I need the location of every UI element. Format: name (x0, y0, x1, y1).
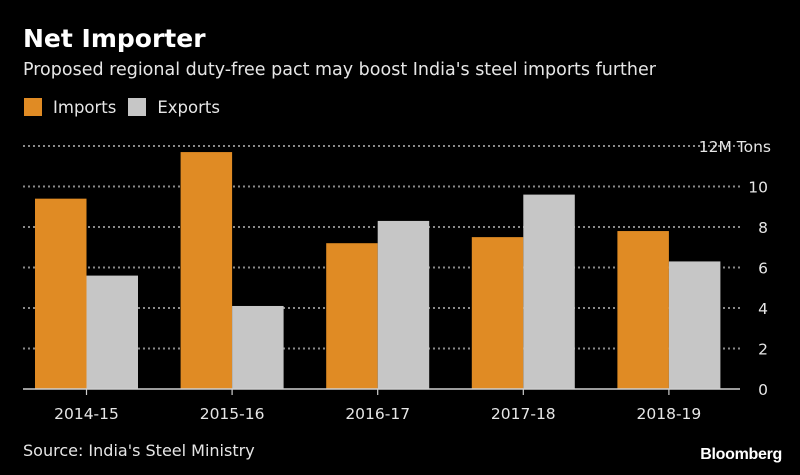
bar-imports-2016-17 (326, 243, 378, 389)
x-tick-label: 2017-18 (491, 405, 556, 423)
bar-imports-2015-16 (180, 152, 233, 389)
legend-swatch-exports (128, 98, 147, 116)
bar-exports-2018-19 (668, 261, 721, 389)
y-tick-label: 8 (758, 219, 768, 237)
bar-imports-2018-19 (617, 231, 669, 389)
legend-item-exports: Exports (128, 98, 220, 117)
bloomberg-logo: Bloomberg (700, 446, 782, 463)
y-tick-label: 10 (748, 179, 768, 197)
y-tick-label: 4 (758, 300, 768, 318)
y-tick-label: 6 (758, 260, 768, 278)
x-axis-labels: 2014-15 2015-16 2016-17 2017-18 2018-19 (54, 405, 701, 423)
legend-item-imports: Imports (24, 98, 116, 117)
legend: Imports Exports (24, 96, 232, 118)
bars (35, 152, 721, 389)
x-tick-label: 2014-15 (54, 405, 119, 423)
bar-imports-2014-15 (35, 198, 87, 389)
bar-exports-2014-15 (86, 275, 138, 389)
y-tick-label: 0 (758, 381, 768, 399)
bar-exports-2015-16 (232, 305, 284, 389)
x-tick-label: 2015-16 (200, 405, 265, 423)
chart-title: Net Importer (23, 24, 206, 53)
legend-label-exports: Exports (157, 97, 220, 117)
bar-exports-2017-18 (523, 194, 575, 389)
chart-subtitle: Proposed regional duty-free pact may boo… (23, 60, 656, 80)
y-tick-label: 2 (758, 341, 768, 359)
legend-label-imports: Imports (53, 97, 117, 117)
x-axis (23, 388, 740, 395)
x-tick-label: 2018-19 (637, 405, 702, 423)
source-note: Source: India's Steel Ministry (23, 441, 255, 460)
y-axis-labels: 0 2 4 6 8 10 12M Tons (699, 138, 771, 399)
legend-swatch-imports (24, 98, 42, 116)
bar-imports-2017-18 (471, 237, 524, 389)
x-tick-label: 2016-17 (345, 405, 410, 423)
bar-exports-2016-17 (377, 220, 430, 389)
y-tick-label: 12M Tons (699, 138, 771, 156)
